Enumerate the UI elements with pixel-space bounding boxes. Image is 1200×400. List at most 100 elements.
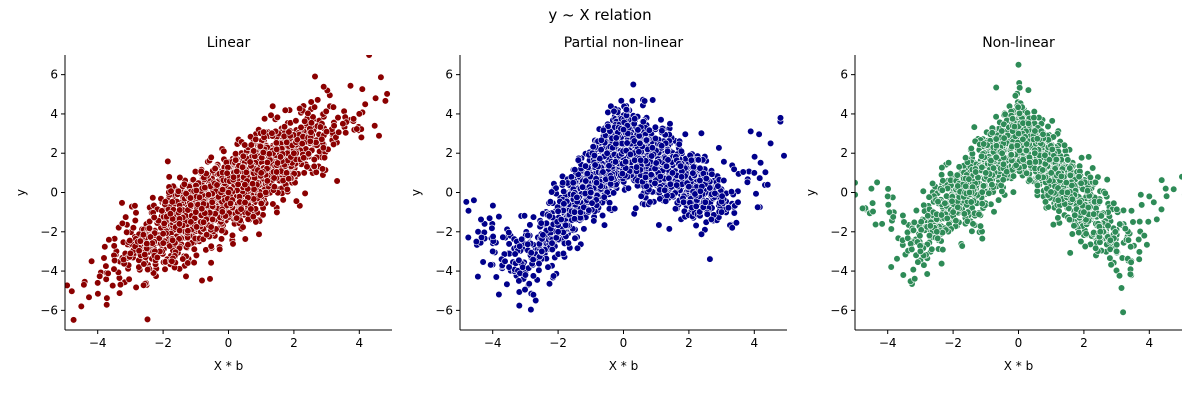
scatter-point bbox=[548, 188, 556, 196]
scatter-point bbox=[632, 163, 641, 171]
scatter-point bbox=[265, 150, 273, 158]
scatter-point bbox=[587, 188, 595, 197]
scatter-point bbox=[618, 170, 627, 178]
scatter-point bbox=[560, 200, 568, 208]
scatter-point bbox=[1106, 254, 1114, 262]
chart-title: Linear bbox=[207, 35, 251, 51]
scatter-point bbox=[571, 234, 579, 242]
scatter-point bbox=[285, 175, 293, 183]
scatter-point bbox=[193, 223, 201, 231]
x-tick-label: 2 bbox=[290, 336, 298, 350]
scatter-point bbox=[696, 176, 704, 185]
scatter-point bbox=[743, 178, 752, 186]
scatter-point bbox=[263, 158, 272, 167]
scatter-point bbox=[161, 198, 169, 206]
scatter-point bbox=[1068, 230, 1076, 238]
scatter-point bbox=[252, 135, 260, 143]
scatter-point bbox=[375, 132, 383, 140]
scatter-point bbox=[270, 183, 279, 191]
scatter-point bbox=[756, 159, 765, 167]
scatter-point bbox=[280, 123, 289, 131]
scatter-point bbox=[125, 275, 133, 283]
scatter-point bbox=[525, 280, 533, 288]
scatter-point bbox=[939, 246, 947, 254]
scatter-point bbox=[505, 240, 513, 248]
scatter-point bbox=[661, 186, 669, 194]
scatter-point bbox=[634, 126, 642, 134]
scatter-point bbox=[524, 240, 532, 248]
scatter-point bbox=[917, 226, 925, 234]
scatter-point bbox=[692, 221, 700, 230]
scatter-point bbox=[103, 294, 111, 302]
y-tick-label: 4 bbox=[445, 107, 453, 121]
scatter-point bbox=[256, 142, 264, 150]
scatter-point bbox=[727, 188, 736, 196]
scatter-point bbox=[664, 156, 672, 164]
scatter-point bbox=[306, 137, 314, 145]
scatter-point bbox=[207, 223, 215, 231]
scatter-point bbox=[1127, 243, 1135, 251]
scatter-point bbox=[623, 139, 631, 147]
scatter-point bbox=[570, 215, 579, 223]
scatter-point bbox=[224, 188, 233, 197]
scatter-point bbox=[249, 180, 257, 188]
scatter-point bbox=[492, 273, 500, 281]
scatter-point bbox=[273, 113, 282, 121]
scatter-point bbox=[213, 181, 221, 189]
scatter-point bbox=[310, 155, 318, 164]
y-tick-label: 0 bbox=[445, 186, 453, 200]
scatter-point bbox=[750, 153, 759, 161]
scatter-point bbox=[597, 146, 605, 154]
scatter-point bbox=[239, 223, 247, 231]
scatter-point bbox=[645, 126, 653, 134]
scatter-point bbox=[160, 219, 168, 228]
scatter-point bbox=[529, 291, 538, 299]
scatter-point bbox=[685, 183, 693, 191]
scatter-point bbox=[619, 126, 628, 134]
scatter-point bbox=[728, 224, 736, 232]
scatter-point bbox=[131, 216, 139, 225]
scatter-point bbox=[578, 183, 587, 191]
scatter-point bbox=[358, 85, 366, 93]
scatter-point bbox=[677, 147, 686, 155]
y-tick-label: 6 bbox=[50, 68, 58, 82]
scatter-point bbox=[573, 193, 581, 201]
scatter-point bbox=[316, 123, 325, 131]
scatter-point bbox=[1001, 110, 1009, 118]
scatter-point bbox=[94, 279, 102, 287]
scatter-point bbox=[273, 208, 281, 216]
scatter-point bbox=[548, 245, 556, 254]
scatter-point bbox=[641, 173, 650, 181]
scatter-point bbox=[754, 203, 762, 211]
scatter-point bbox=[708, 170, 716, 178]
scatter-point bbox=[920, 261, 928, 269]
scatter-point bbox=[274, 159, 282, 167]
scatter-point bbox=[1085, 153, 1093, 161]
scatter-point bbox=[195, 193, 204, 201]
scatter-point bbox=[464, 233, 472, 242]
scatter-point bbox=[323, 128, 331, 136]
scatter-point bbox=[149, 194, 157, 202]
scatter-point bbox=[150, 213, 158, 221]
y-tick-label: 2 bbox=[445, 146, 453, 160]
scatter-point bbox=[545, 280, 554, 288]
scatter-point bbox=[582, 177, 590, 185]
scatter-point bbox=[175, 220, 183, 228]
scatter-point bbox=[529, 272, 538, 280]
scatter-point bbox=[651, 134, 660, 143]
scatter-point bbox=[599, 126, 608, 134]
scatter-point bbox=[87, 257, 96, 265]
scatter-point bbox=[649, 96, 657, 104]
scatter-point bbox=[303, 163, 311, 171]
scatter-point bbox=[203, 231, 211, 239]
scatter-point bbox=[115, 289, 124, 297]
scatter-point bbox=[596, 155, 604, 163]
scatter-point bbox=[668, 169, 677, 177]
scatter-point bbox=[599, 168, 607, 176]
scatter-point bbox=[489, 232, 497, 241]
scatter-point bbox=[164, 157, 172, 165]
scatter-point bbox=[603, 149, 611, 157]
scatter-point bbox=[189, 176, 197, 184]
scatter-point bbox=[689, 169, 697, 177]
scatter-point bbox=[132, 283, 140, 292]
